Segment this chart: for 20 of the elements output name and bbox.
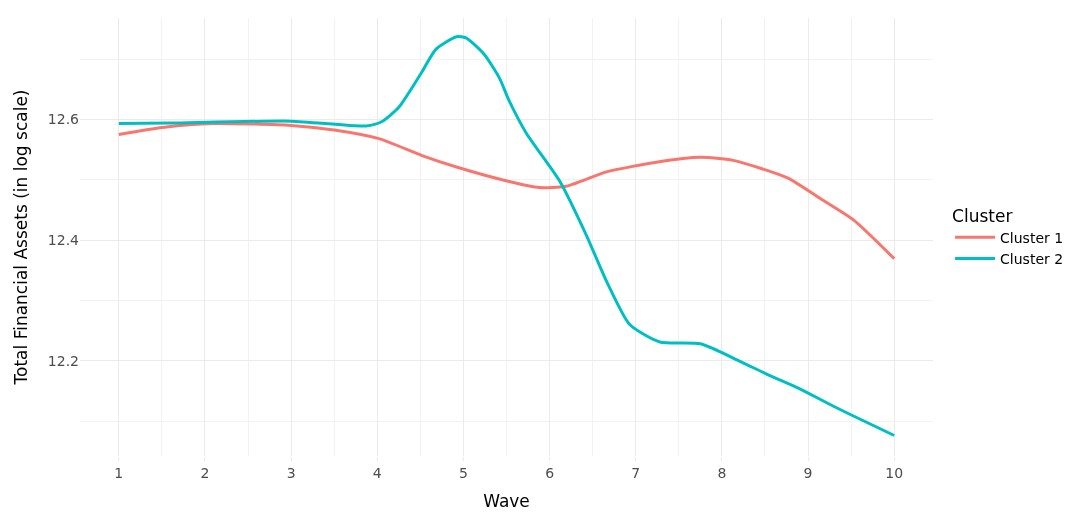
- x-tick-label: 7: [631, 464, 641, 481]
- line-series: [117, 35, 896, 437]
- line-series: [117, 122, 896, 261]
- x-tick-label: 9: [803, 464, 813, 481]
- x-tick-label: 5: [458, 464, 468, 481]
- legend-label: Cluster 2: [1000, 250, 1064, 267]
- x-tick-label: 1: [114, 464, 124, 481]
- x-tick-label: 8: [717, 464, 727, 481]
- legend-label: Cluster 1: [1000, 229, 1064, 246]
- x-axis-title: Wave: [483, 491, 530, 512]
- x-tick-label: 10: [885, 464, 904, 481]
- y-tick-label: 12.2: [47, 352, 79, 369]
- y-axis-title: Total Financial Assets (in log scale): [11, 89, 32, 386]
- x-tick-label: 2: [200, 464, 210, 481]
- x-tick-label: 3: [286, 464, 296, 481]
- x-tick-label: 4: [372, 464, 382, 481]
- y-tick-label: 12.6: [47, 111, 80, 128]
- x-tick-label: 6: [545, 464, 555, 481]
- legend-title: Cluster: [952, 205, 1013, 226]
- y-tick-label: 12.4: [47, 231, 80, 248]
